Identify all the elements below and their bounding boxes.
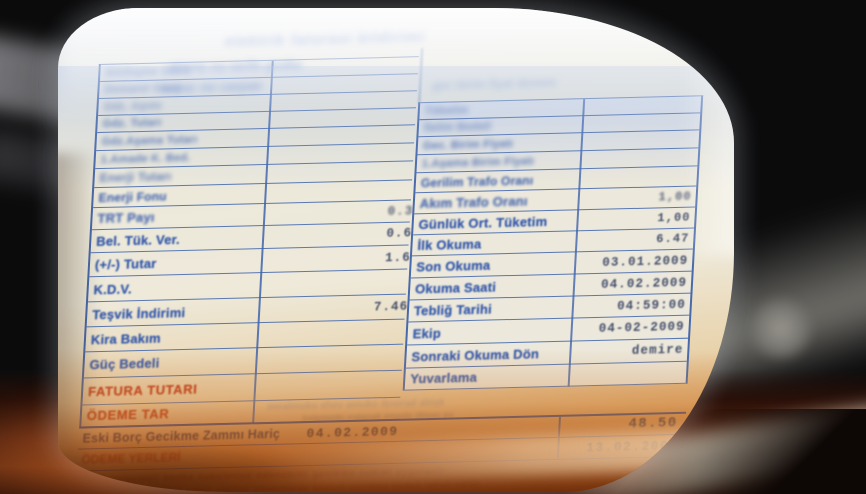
invoice-date-value: 04.02.2009 bbox=[306, 423, 399, 442]
row-label: Teşvik İndirimi bbox=[91, 304, 186, 322]
row-label: (+/-) Tutar bbox=[94, 255, 157, 273]
receipt-header-blurred-line: elektrik faturasi bildirimi bbox=[224, 28, 426, 50]
row-value: 1,00 bbox=[658, 189, 693, 205]
middle-table: Tüketim İletim Bedeli Gec. Birim Fiyatı 1.A… bbox=[402, 95, 704, 391]
left-table: Sözleşme Gücü Demand Gücü Gdz. Aşımı Gdz. T… bbox=[79, 56, 419, 428]
row-label: Gerilim Trafo Oranı bbox=[420, 172, 534, 190]
row-label: Sözleşme Gücü bbox=[105, 64, 191, 79]
row-label: Ekip bbox=[412, 325, 442, 341]
row-value: 04.02.2009 bbox=[600, 275, 688, 292]
row-label: Bel. Tük. Ver. bbox=[95, 231, 181, 249]
row-value: 1,00 bbox=[656, 210, 691, 226]
row-label: Sonraki Okuma Dön bbox=[411, 345, 540, 364]
row-value: 04:59:00 bbox=[616, 297, 687, 313]
row-label: Gdz. Aşımı bbox=[103, 99, 163, 113]
row-label: Gec. Birim Fiyatı bbox=[422, 137, 514, 152]
row-label: Enerji Tutarı bbox=[99, 169, 172, 186]
row-label: Son Okuma bbox=[415, 257, 491, 275]
row-label: ÖDEME TAR bbox=[86, 406, 170, 424]
row-label: Tüketim bbox=[424, 103, 469, 118]
receipt-header-blurred-line: gec birim fiyat donem bbox=[431, 74, 557, 92]
column-border-extension bbox=[418, 48, 424, 105]
row-label: 1.Aşama Birim Fiyatı bbox=[421, 154, 535, 170]
row-label: Kira Bakım bbox=[90, 330, 162, 347]
row-label: İlk Okuma bbox=[417, 236, 482, 253]
row-value: 6.47 bbox=[655, 231, 690, 247]
bokeh-highlight bbox=[748, 296, 814, 362]
corner-shadow bbox=[616, 409, 866, 494]
row-label: Gdz. Tutarı bbox=[102, 116, 162, 130]
row-label: İletim Bedeli bbox=[423, 120, 492, 135]
row-label: Tebliğ Tarihi bbox=[413, 301, 493, 319]
row-label: 1.Amade K. Bed. bbox=[100, 151, 191, 166]
row-label: Güç Bedeli bbox=[89, 355, 160, 373]
payment-places-label: ÖDEME YERLERİ bbox=[81, 450, 181, 467]
row-label: Yuvarlama bbox=[409, 369, 478, 387]
row-label: Akım Trafo Oranı bbox=[419, 193, 529, 211]
totals-section: Eski Borç Gecikme Zammı Hariç 04.02.2009… bbox=[75, 411, 687, 492]
row-label: Enerji Fonu bbox=[98, 188, 168, 205]
old-debt-label: Eski Borç Gecikme Zammı Hariç bbox=[82, 426, 281, 446]
row-label: TRT Payı bbox=[97, 209, 156, 227]
row-value: 03.01.2009 bbox=[601, 253, 689, 270]
row-value: demire bbox=[631, 342, 684, 359]
row-label: Gdz.Aşama Tutarı bbox=[101, 133, 198, 148]
row-label: FATURA TUTARI bbox=[87, 381, 198, 399]
row-label: Okuma Saati bbox=[414, 279, 497, 297]
row-label: Günlük Ort. Tüketim bbox=[418, 213, 548, 232]
row-label: Demand Gücü bbox=[104, 81, 182, 96]
row-value: 04-02-2009 bbox=[598, 319, 686, 336]
row-label: K.D.V. bbox=[93, 280, 133, 297]
